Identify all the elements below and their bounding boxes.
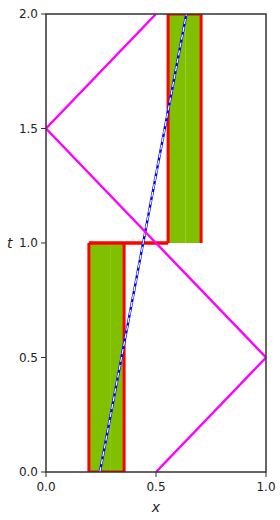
tick: [266, 472, 267, 477]
chart: 0.0 0.5 1.0 x 0.0 0.5 1.0 1.5 2.0 t: [0, 0, 280, 520]
line: [87, 243, 90, 472]
tick-label: 0.0: [19, 465, 38, 479]
axis-label: x: [151, 499, 161, 515]
line: [100, 14, 186, 472]
area: [186, 14, 201, 243]
line: [46, 14, 156, 243]
tick-label: 1.0: [256, 480, 275, 494]
data-layer: [46, 14, 266, 472]
tick: [41, 357, 46, 358]
area: [168, 14, 186, 243]
tick-label: 1.5: [19, 122, 38, 136]
tick: [41, 472, 46, 473]
line: [156, 243, 266, 472]
line: [200, 14, 203, 243]
tick-label: 0.5: [146, 480, 165, 494]
tick: [41, 14, 46, 15]
tick-label: 0.5: [19, 351, 38, 365]
tick: [41, 243, 46, 244]
tick-label: 2.0: [19, 7, 38, 21]
tick: [41, 128, 46, 129]
x-axis: 0.0 0.5 1.0: [36, 472, 275, 494]
line: [100, 14, 186, 472]
y-axis: 0.0 0.5 1.0 1.5 2.0: [19, 7, 46, 479]
tick-label: 1.0: [19, 236, 38, 250]
tick: [156, 472, 157, 477]
line: [123, 243, 126, 472]
tick: [46, 472, 47, 477]
line: [167, 14, 170, 243]
tick-label: 0.0: [36, 480, 55, 494]
plot-background: [46, 14, 266, 472]
plot-frame: [46, 14, 266, 472]
axis-label: t: [7, 235, 13, 251]
